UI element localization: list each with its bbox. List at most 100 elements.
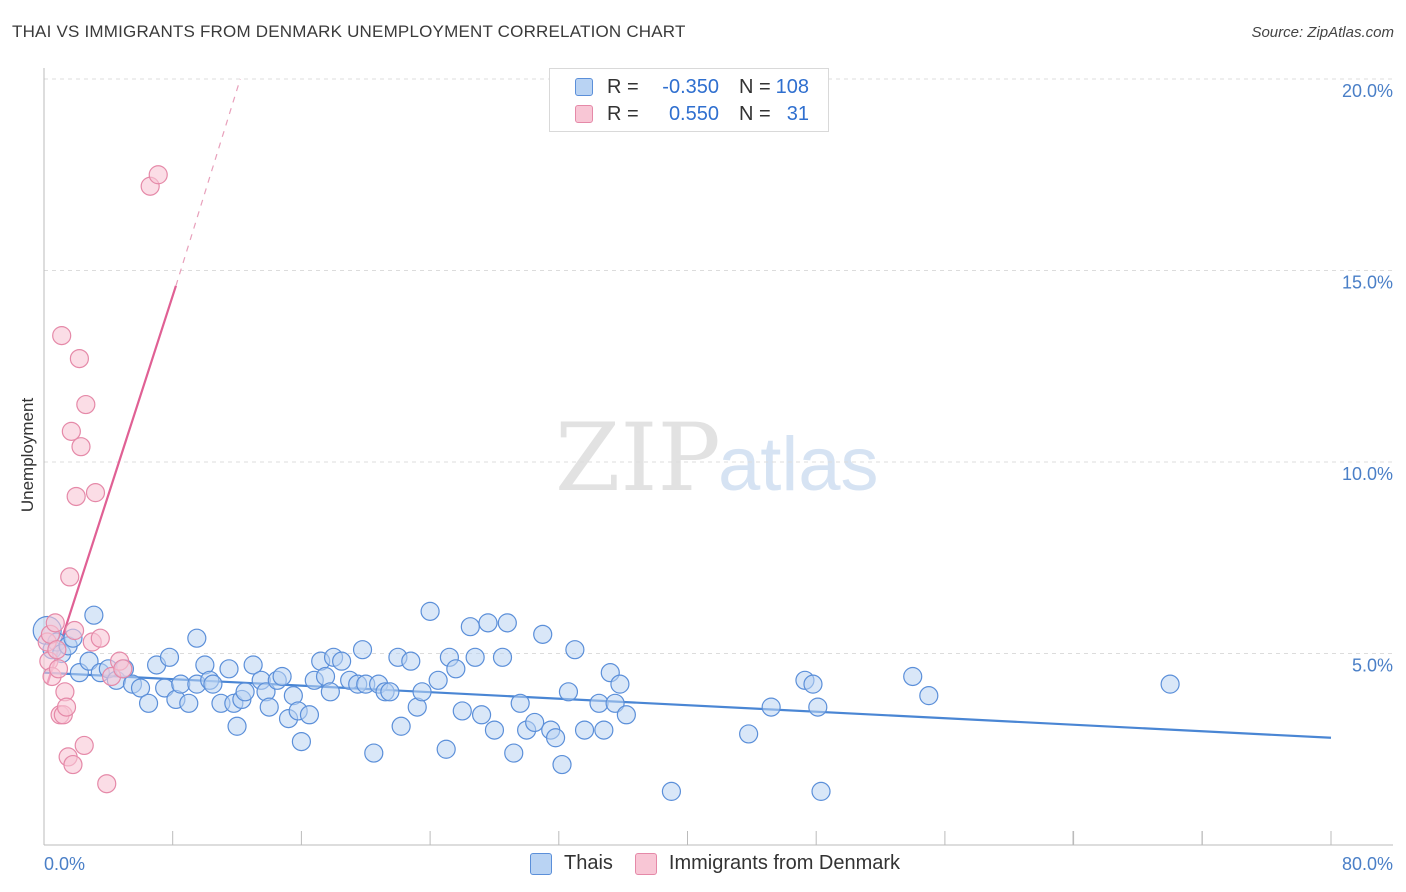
thais-point	[401, 651, 421, 671]
thais-point	[412, 682, 432, 702]
thais-point	[179, 693, 199, 713]
thais-point	[616, 705, 636, 725]
thais-point	[492, 647, 513, 667]
thais-point	[452, 701, 472, 721]
thais-point	[428, 670, 448, 690]
series-name-denmark: Immigrants from Denmark	[668, 852, 901, 874]
watermark-atlas: atlas	[718, 422, 879, 507]
watermark-zip: ZIP	[555, 404, 721, 513]
thais-point	[533, 624, 553, 644]
thais-point	[558, 682, 579, 702]
thais-point	[565, 640, 585, 660]
thais-point	[739, 724, 759, 744]
legend-r-value: -0.350	[662, 75, 719, 98]
series-legend: Thais Immigrants from Denmark	[530, 852, 922, 875]
thais-point	[84, 605, 104, 625]
denmark-point	[61, 421, 81, 441]
thais-point	[460, 617, 480, 637]
thais-point	[243, 655, 263, 675]
axes	[43, 68, 1393, 846]
axis-labels: 5.0% 10.0% 15.0% 20.0% 0.0% 80.0%	[44, 81, 1393, 874]
legend-r-label: R =	[607, 102, 639, 125]
thais-point	[436, 739, 456, 759]
thais-point	[332, 651, 352, 671]
denmark-point	[74, 735, 94, 756]
source-credit: Source: ZipAtlas.com	[1251, 24, 1394, 41]
thais-point	[661, 781, 682, 801]
denmark-point	[148, 165, 168, 185]
thais-point	[497, 613, 517, 633]
thais-point	[803, 674, 823, 694]
thais-point	[594, 720, 614, 740]
y-tick-label: 20.0%	[1342, 81, 1393, 101]
legend-swatch-thais	[575, 78, 593, 96]
thais-point	[919, 686, 939, 706]
thais-point	[471, 705, 492, 725]
thais-point	[545, 728, 566, 748]
denmark-point	[60, 567, 80, 587]
series-name-thais: Thais	[564, 852, 613, 874]
thais-point	[320, 682, 340, 702]
thais-point	[610, 674, 630, 694]
thais-point	[589, 693, 609, 713]
denmark-point	[76, 394, 96, 415]
chart-title: THAI VS IMMIGRANTS FROM DENMARK UNEMPLOY…	[12, 22, 686, 41]
thais-point	[903, 666, 923, 687]
denmark-point	[52, 326, 72, 346]
x-tick-label: 80.0%	[1342, 854, 1393, 874]
correlation-legend: R = -0.350 N = 108 R = 0.550 N = 31	[549, 68, 829, 132]
thais-point	[219, 659, 239, 679]
denmark-point	[64, 620, 85, 641]
gridlines	[44, 78, 1393, 654]
legend-row-denmark: R = 0.550 N = 31	[550, 101, 809, 127]
denmark-point	[69, 348, 89, 369]
thais-point	[299, 705, 320, 725]
legend-r-value: 0.550	[668, 102, 719, 125]
thais-point	[811, 781, 831, 801]
thais-point	[504, 743, 524, 763]
thais-point	[352, 640, 373, 660]
thais-point	[446, 659, 466, 679]
thais-point	[138, 693, 159, 713]
thais-point	[484, 720, 505, 740]
thais-point	[159, 647, 180, 667]
denmark-point	[47, 640, 67, 660]
thais-point	[465, 647, 485, 667]
legend-n-label: N =	[739, 102, 771, 125]
denmark-point	[45, 613, 65, 633]
y-tick-label: 15.0%	[1342, 273, 1393, 293]
data-points	[32, 165, 1180, 801]
legend-row-thais: R = -0.350 N = 108	[550, 74, 809, 100]
thais-point	[130, 678, 151, 698]
denmark-point	[56, 697, 77, 717]
series-legend-thais[interactable]: Thais	[530, 852, 613, 875]
denmark-point	[66, 486, 86, 507]
series-swatch-thais	[530, 852, 552, 875]
thais-point	[79, 651, 99, 671]
y-tick-label: 10.0%	[1342, 464, 1393, 484]
thais-point	[364, 743, 384, 763]
thais-point	[420, 601, 440, 621]
thais-point	[203, 674, 223, 694]
thais-point	[574, 720, 595, 740]
thais-point	[380, 682, 400, 702]
thais-point	[235, 682, 255, 702]
thais-point	[525, 712, 545, 733]
denmark-point	[113, 659, 133, 679]
thais-point	[391, 716, 411, 736]
thais-point	[478, 613, 498, 633]
denmark-point	[71, 437, 91, 457]
legend-n-value: 108	[775, 75, 809, 98]
thais-point	[761, 697, 781, 717]
y-axis-title: Unemployment	[18, 398, 37, 513]
thais-point	[272, 666, 292, 687]
denmark-point	[63, 754, 83, 775]
denmark-point	[97, 774, 117, 794]
legend-swatch-denmark	[575, 105, 593, 123]
thais-point	[510, 693, 530, 713]
thais-point	[291, 731, 311, 752]
thais-point	[259, 697, 279, 717]
series-legend-denmark[interactable]: Immigrants from Denmark	[634, 852, 901, 875]
denmark-trend-line	[46, 285, 177, 685]
